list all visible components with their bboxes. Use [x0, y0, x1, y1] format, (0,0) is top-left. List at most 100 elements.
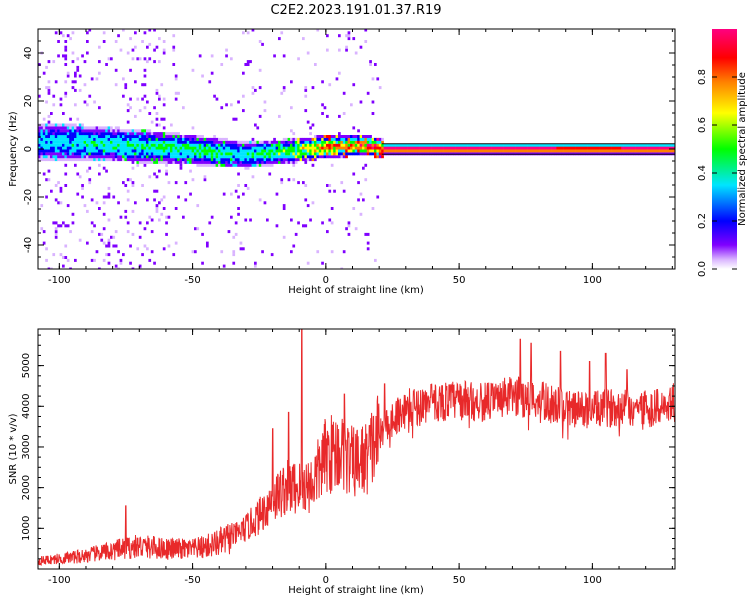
heat-cell — [352, 207, 356, 210]
heat-cell — [234, 232, 238, 236]
heat-cell — [105, 140, 108, 144]
heat-cell — [64, 123, 68, 127]
heat-cell — [258, 114, 262, 118]
heat-cell — [155, 123, 159, 127]
heat-cell — [261, 152, 264, 156]
heat-cell — [134, 129, 137, 133]
heat-cell — [222, 152, 226, 156]
heat-cell — [366, 152, 370, 156]
heat-cell — [134, 149, 137, 153]
heat-cell — [314, 137, 317, 141]
heat-cell — [532, 146, 536, 150]
heat-cell — [453, 149, 456, 153]
heat-cell — [177, 135, 180, 138]
heat-cell — [278, 155, 281, 159]
heat-cell — [342, 91, 346, 95]
heat-cell — [338, 149, 341, 153]
heat-cell — [242, 146, 245, 150]
heat-cell — [110, 126, 113, 130]
heat-cell — [93, 155, 96, 159]
heat-cell — [580, 146, 584, 150]
heat-cell — [95, 201, 99, 205]
heat-cell — [165, 215, 168, 219]
heat-cell — [539, 143, 543, 147]
heat-cell — [381, 146, 384, 150]
heat-cell — [275, 146, 279, 150]
heat-cell — [210, 158, 214, 162]
heat-cell — [273, 140, 276, 144]
heat-cell — [126, 103, 130, 107]
heat-cell — [186, 143, 190, 147]
heat-cell — [244, 155, 248, 159]
heat-cell — [208, 140, 212, 144]
heat-cell — [74, 155, 77, 159]
heat-cell — [174, 140, 178, 144]
heat-cell — [38, 129, 41, 133]
heat-cell — [633, 146, 636, 150]
heat-cell — [566, 146, 569, 150]
heat-cell — [321, 112, 324, 115]
heat-cell — [321, 143, 324, 147]
heat-cell — [107, 146, 111, 150]
heat-cell — [54, 230, 58, 234]
heat-cell — [587, 146, 591, 150]
heat-cell — [81, 158, 84, 162]
heat-cell — [90, 221, 94, 225]
heat-cell — [328, 155, 332, 159]
heat-cell — [38, 152, 41, 156]
heat-cell — [170, 137, 173, 141]
heat-cell — [160, 143, 164, 147]
heat-cell — [134, 135, 137, 138]
heat-cell — [326, 184, 329, 187]
heat-cell — [359, 45, 363, 49]
heat-cell — [76, 137, 80, 141]
heat-cell — [371, 112, 375, 115]
heat-cell — [198, 158, 202, 162]
heat-cell — [419, 146, 423, 150]
heat-cell — [42, 129, 46, 133]
heat-cell — [170, 132, 173, 136]
heat-cell — [124, 135, 128, 138]
heat-cell — [122, 149, 125, 153]
heat-cell — [321, 152, 324, 156]
heat-cell — [369, 135, 372, 138]
heat-cell — [112, 158, 116, 162]
heat-cell — [489, 149, 492, 153]
heat-cell — [496, 143, 500, 147]
heat-cell — [124, 152, 128, 156]
heat-cell — [374, 146, 377, 150]
heat-cell — [155, 204, 159, 208]
heat-cell — [290, 140, 293, 144]
heat-cell — [542, 146, 545, 150]
heat-cell — [424, 149, 428, 153]
heat-cell — [623, 149, 627, 153]
heat-cell — [578, 149, 581, 153]
heat-cell — [64, 137, 68, 141]
heat-cell — [407, 143, 411, 147]
heat-cell — [136, 152, 140, 156]
heat-cell — [318, 155, 322, 159]
heat-cell — [520, 146, 524, 150]
heat-cell — [69, 143, 72, 147]
heat-cell — [98, 135, 101, 138]
heat-cell — [328, 137, 332, 141]
heat-cell — [189, 169, 192, 173]
heat-cell — [184, 140, 188, 144]
heat-cell — [369, 60, 372, 64]
heat-cell — [268, 140, 272, 144]
heat-cell — [129, 149, 132, 153]
heat-cell — [76, 155, 80, 159]
heat-cell — [354, 152, 358, 156]
heat-cell — [282, 158, 286, 162]
heat-cell — [50, 140, 53, 144]
heat-cell — [328, 184, 332, 187]
heat-cell — [261, 163, 264, 167]
heat-cell — [42, 137, 46, 141]
heat-cell — [126, 146, 130, 150]
heat-cell — [210, 160, 214, 164]
heat-cell — [371, 137, 375, 141]
heat-cell — [266, 152, 269, 156]
heat-cell — [371, 146, 375, 150]
heat-cell — [81, 186, 84, 190]
heat-cell — [160, 198, 164, 202]
